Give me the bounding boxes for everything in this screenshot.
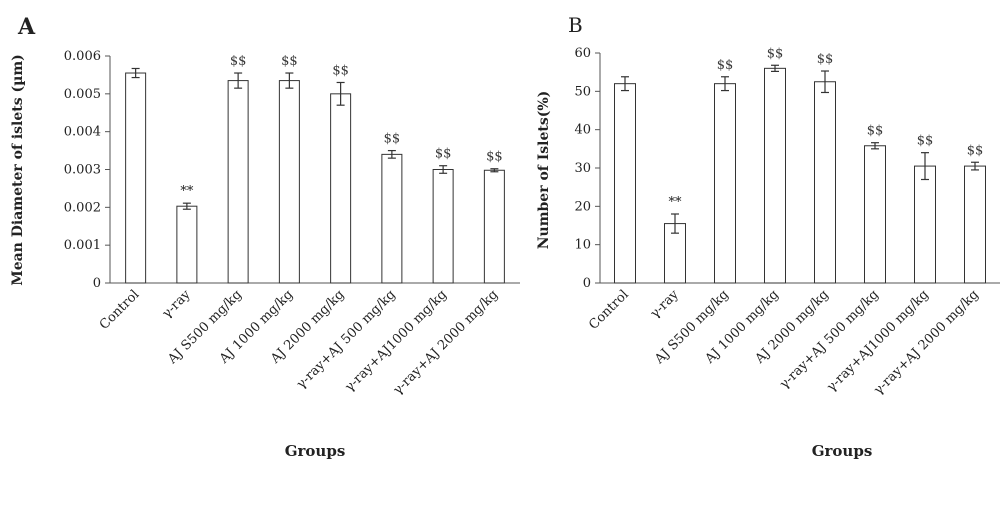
panel-b-significance-label: ** <box>669 195 683 210</box>
panel-a-bar <box>432 169 454 284</box>
panel-b-significance-label: $$ <box>817 52 834 67</box>
panel-a-axes: 0 0.001 0.002 0.003 0.004 0.005 0.006 Control **… <box>64 49 520 398</box>
panel-b-y-tick-label: 40 <box>574 123 591 138</box>
panel-b-bar <box>764 67 786 284</box>
panel-b-significance-label: $$ <box>717 58 734 73</box>
panel-a-significance-label: ** <box>180 184 194 199</box>
panel-a-bar <box>278 80 300 284</box>
panel-a-bar <box>227 80 249 284</box>
panel-b-y-tick-label: 20 <box>574 199 591 214</box>
panel-b-significance-label: $$ <box>967 143 984 158</box>
panel-b-category-label: γ-ray <box>648 287 683 322</box>
panel-a-category-label: γ-ray <box>159 287 194 322</box>
panel-a-bar <box>381 153 403 284</box>
panel-b-y-tick-label: 0 <box>583 276 591 291</box>
panel-a-bar <box>483 169 505 284</box>
panel-a-x-axis-label: Groups <box>285 442 346 460</box>
panel-a-category-label: Control <box>97 287 143 333</box>
panel-a-significance-label: $$ <box>230 54 247 69</box>
panel-b-bar <box>864 145 886 284</box>
panel-b-y-tick-label: 50 <box>574 84 591 99</box>
panel-b-significance-label: $$ <box>767 46 784 61</box>
panel-b-significance-label: $$ <box>917 134 934 149</box>
panel-a-category-label: γ-ray+AJ 500 mg/kg <box>294 287 399 392</box>
panel-b-bar <box>964 165 986 284</box>
panel-a-y-axis-label: Mean Diameter of islets (µm) <box>10 54 26 286</box>
panel-a-significance-label: $$ <box>486 150 503 165</box>
panel-b-bar <box>614 83 636 284</box>
panel-b-category-label: γ-ray+AJ 500 mg/kg <box>777 287 882 392</box>
panel-b: B Number of Islets(%) Groups 0 10 20 30 40 50… <box>536 13 1000 460</box>
panel-b-significance-label: $$ <box>867 124 884 139</box>
panel-a-significance-label: $$ <box>281 54 298 69</box>
panel-b-bar <box>914 165 936 284</box>
panel-b-y-tick-label: 10 <box>574 238 591 253</box>
panel-a-y-tick-label: 0.001 <box>64 238 101 253</box>
panel-b-y-axis-label: Number of Islets(%) <box>536 91 552 250</box>
panel-a-category-label: γ-ray+AJ 2000 mg/kg <box>391 287 502 398</box>
panel-b-category-label: Control <box>586 287 632 333</box>
panel-a-significance-label: $$ <box>435 147 452 162</box>
panel-b-letter: B <box>568 13 583 37</box>
panel-b-bar <box>814 81 836 284</box>
panel-b-bar <box>714 83 736 284</box>
panel-a-y-tick-label: 0.005 <box>64 87 101 102</box>
panel-a-category-label: γ-ray+AJ1000 mg/kg <box>342 287 450 395</box>
panel-a-y-tick-label: 0.004 <box>64 125 101 140</box>
panel-b-y-tick-label: 60 <box>574 46 591 61</box>
panel-b-category-label: γ-ray+AJ 2000 mg/kg <box>871 287 982 398</box>
panel-a-bar <box>176 205 198 284</box>
panel-a-y-tick-label: 0.002 <box>64 200 101 215</box>
panel-a-bar <box>125 72 147 284</box>
panel-a-significance-label: $$ <box>332 63 349 78</box>
panel-a-y-tick-label: 0.003 <box>64 163 101 178</box>
panel-a-significance-label: $$ <box>384 132 401 147</box>
panel-a-bar <box>330 93 352 284</box>
panel-b-y-tick-label: 30 <box>574 161 591 176</box>
panel-a-letter: A <box>17 14 36 40</box>
panel-a-y-tick-label: 0.006 <box>64 49 101 64</box>
panel-b-category-label: γ-ray+AJ1000 mg/kg <box>824 287 932 395</box>
panel-a-y-tick-label: 0 <box>93 276 101 291</box>
panel-b-x-axis-label: Groups <box>812 442 873 460</box>
panel-a: A Mean Diameter of islets (µm) Groups 00… <box>10 14 520 460</box>
